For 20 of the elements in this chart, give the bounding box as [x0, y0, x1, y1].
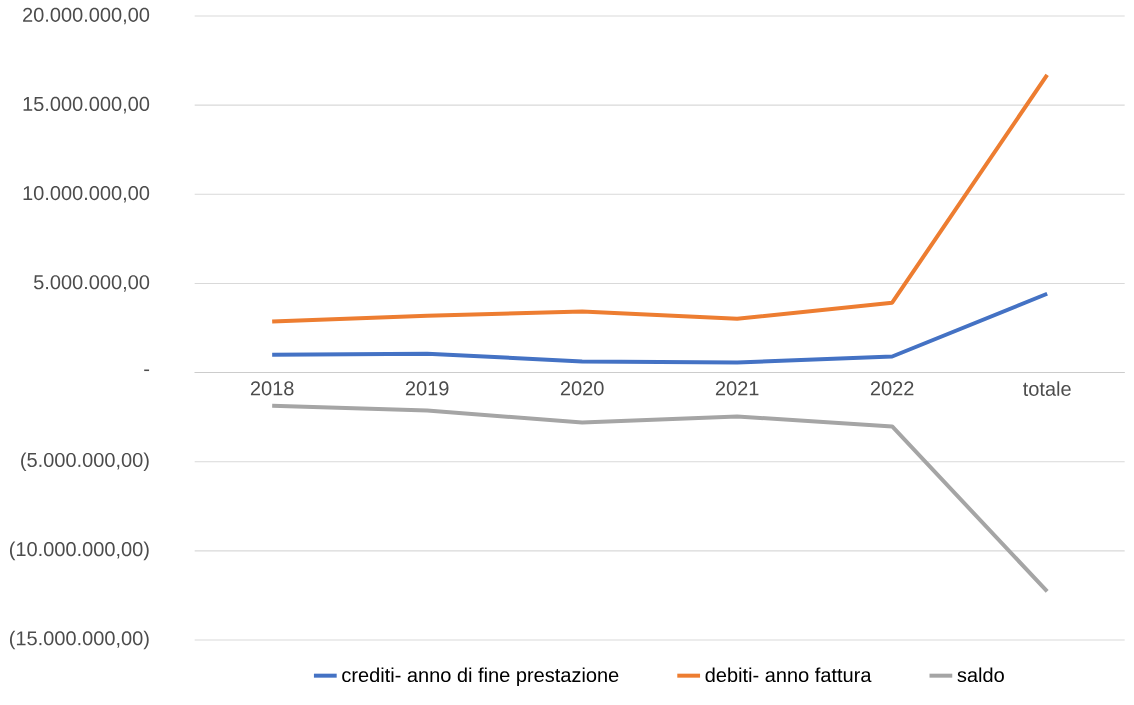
y-tick-label: 15.000.000,00 [23, 96, 150, 114]
legend-label: debiti- anno fattura [705, 667, 872, 683]
x-tick-label: totale [1023, 381, 1071, 396]
x-tick-label: 2019 [405, 381, 449, 396]
y-tick-label: 20.000.000,00 [23, 7, 150, 25]
y-tick-label: (15.000.000,00) [9, 630, 149, 650]
x-tick-label: 2021 [715, 381, 759, 396]
line-series [270, 403, 1050, 594]
legend-label: saldo [957, 667, 1004, 683]
x-tick-label: 2020 [560, 381, 604, 396]
y-tick-label: - [144, 369, 150, 372]
y-tick-label: 10.000.000,00 [23, 186, 150, 203]
legend-label: crediti- anno di fine prestazione [342, 667, 619, 687]
y-tick-label: (10.000.000,00) [9, 541, 149, 561]
line-series [270, 72, 1050, 324]
y-tick-label: (5.000.000,00) [21, 452, 149, 472]
line-series [270, 291, 1050, 365]
x-tick-label: 2018 [250, 381, 294, 396]
y-tick-label: 5.000.000,00 [33, 275, 150, 292]
x-tick-label: 2022 [870, 381, 914, 396]
